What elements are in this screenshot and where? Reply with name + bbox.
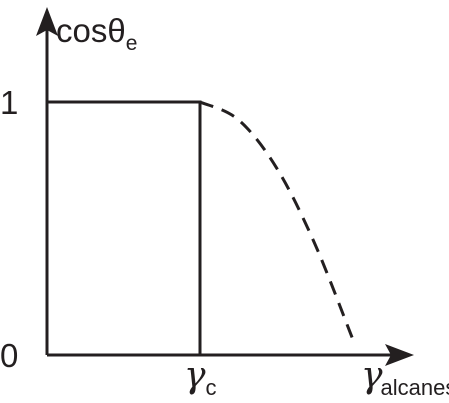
y-tick-label-0: 0 xyxy=(0,337,18,374)
x-axis-label: γalcanes xyxy=(361,355,449,400)
series-solid-line xyxy=(45,100,202,355)
critical-gamma-label: γc xyxy=(184,355,217,400)
y-tick-label-1: 1 xyxy=(0,84,18,121)
series-dashed-curve xyxy=(199,100,355,341)
y-axis-arrowhead xyxy=(36,7,58,36)
x-axis-arrowhead xyxy=(385,344,414,366)
y-axis-label: cosθe xyxy=(56,12,137,55)
